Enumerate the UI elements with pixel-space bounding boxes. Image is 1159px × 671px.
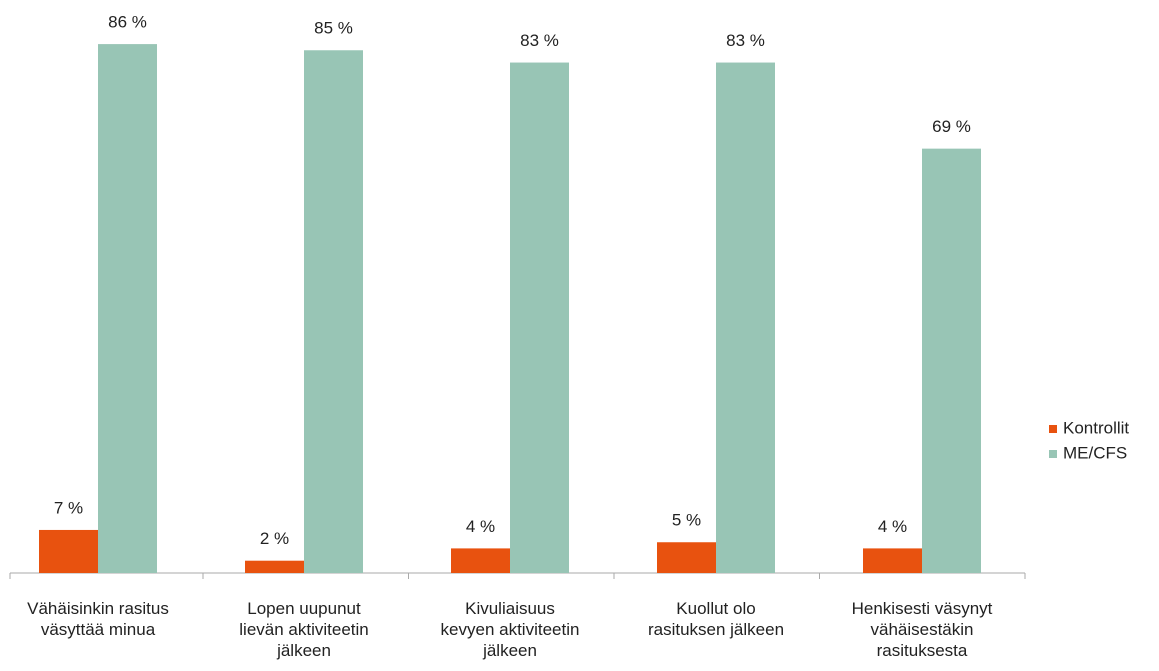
value-label: 86 %	[108, 13, 147, 32]
legend-swatch	[1049, 425, 1057, 433]
bar	[98, 44, 157, 574]
value-label: 7 %	[54, 498, 83, 517]
value-label: 5 %	[672, 511, 701, 530]
value-label: 4 %	[466, 517, 495, 536]
bar	[657, 542, 716, 573]
value-label: 83 %	[726, 31, 765, 50]
legend-label: Kontrollit	[1063, 418, 1129, 437]
bar	[716, 62, 775, 574]
value-label: 83 %	[520, 31, 559, 50]
legend-label: ME/CFS	[1063, 443, 1127, 462]
value-label: 4 %	[878, 517, 907, 536]
value-label: 69 %	[932, 117, 971, 136]
bar	[451, 548, 510, 573]
x-tick-label: Lopen uupunut lievän aktiviteetin jälkee…	[239, 599, 369, 660]
x-tick-label: Kivuliaisuus kevyen aktiviteetin jälkeen	[440, 599, 580, 660]
legend-swatch	[1049, 450, 1057, 458]
bar	[863, 548, 922, 573]
x-tick-label: Vähäisinkin rasitus väsyttää minua	[27, 599, 169, 639]
value-label: 85 %	[314, 19, 353, 38]
bar	[922, 148, 981, 573]
bar	[304, 50, 363, 573]
value-label: 2 %	[260, 529, 289, 548]
x-tick-label: Henkisesti väsynyt vähäisestäkin rasituk…	[851, 599, 993, 660]
x-tick-label: Kuollut olo rasituksen jälkeen	[647, 599, 785, 639]
bar	[39, 529, 98, 573]
bar	[510, 62, 569, 574]
bar	[245, 560, 304, 573]
